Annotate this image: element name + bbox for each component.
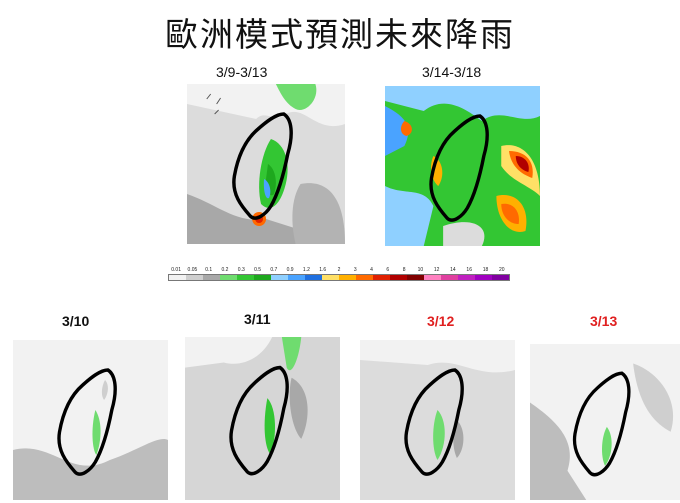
colorbar-tick: 14 [450, 267, 456, 273]
colorbar-tick: 4 [370, 267, 373, 273]
colorbar-tick: 0.9 [286, 267, 294, 273]
colorbar-swatch [441, 275, 458, 280]
colorbar-tick: 16 [466, 267, 472, 273]
colorbar-swatch [407, 275, 424, 280]
bottom-map-label-4: 3/13 [590, 313, 618, 329]
colorbar-tick: 20 [498, 267, 505, 273]
colorbar-swatch [424, 275, 441, 280]
colorbar-tick: 0.7 [270, 267, 278, 273]
colorbar-swatch [475, 275, 492, 280]
colorbar-swatch [288, 275, 305, 280]
colorbar-swatch [169, 275, 186, 280]
bottom-map-label-3: 3/12 [427, 313, 455, 329]
forecast-map-3-14-to-3-18 [385, 86, 540, 246]
colorbar-tick: 6 [386, 267, 390, 273]
colorbar-swatch [458, 275, 475, 280]
colorbar-swatch [322, 275, 339, 280]
forecast-map-3-13 [530, 344, 680, 500]
colorbar-tick-labels: 0.01 0.05 0.1 0.2 0.3 0.5 0.7 0.9 1.2 1.6 2 3 4 6 8 10 1… [168, 266, 510, 274]
rainfall-colorbar: 0.01 0.05 0.1 0.2 0.3 0.5 0.7 0.9 1.2 1.6 2 3 4 6 8 10 1… [168, 266, 510, 286]
top-map-label-2: 3/14-3/18 [422, 64, 482, 80]
forecast-map-3-10 [13, 340, 168, 500]
colorbar-swatch [237, 275, 254, 280]
colorbar-tick: 0.5 [254, 267, 262, 273]
colorbar-tick: 2 [337, 267, 341, 273]
colorbar-tick: 0.2 [221, 267, 229, 273]
forecast-map-3-9-to-3-13 [187, 84, 345, 244]
colorbar-tick: 0.05 [187, 267, 198, 273]
colorbar-swatch [390, 275, 407, 280]
colorbar-swatch [220, 275, 237, 280]
colorbar-tick: 3 [353, 267, 357, 273]
colorbar-swatch [186, 275, 203, 280]
colorbar-swatch [203, 275, 220, 280]
colorbar-tick: 1.2 [302, 267, 310, 273]
colorbar-swatch [356, 275, 373, 280]
colorbar-swatch [492, 275, 509, 280]
bottom-map-label-1: 3/10 [62, 313, 90, 329]
colorbar-swatch [254, 275, 271, 280]
top-map-label-1: 3/9-3/13 [216, 64, 268, 80]
colorbar-tick: 18 [482, 267, 489, 273]
colorbar-tick: 0.3 [237, 267, 245, 273]
colorbar-tick: 1.6 [319, 267, 327, 273]
colorbar-swatch [339, 275, 356, 280]
colorbar-tick: 10 [417, 267, 424, 273]
colorbar-swatch [305, 275, 322, 280]
forecast-map-3-11 [185, 337, 340, 500]
colorbar-tick: 8 [402, 267, 406, 273]
bottom-map-label-2: 3/11 [244, 311, 271, 327]
forecast-map-3-12 [360, 340, 515, 500]
colorbar-swatch [373, 275, 390, 280]
colorbar-tick: 0.01 [171, 267, 181, 273]
colorbar-tick: 0.1 [205, 267, 213, 273]
page-title: 歐洲模式預測未來降雨 [165, 15, 515, 54]
colorbar-swatches [168, 274, 510, 281]
colorbar-tick: 12 [433, 267, 440, 273]
colorbar-swatch [271, 275, 288, 280]
